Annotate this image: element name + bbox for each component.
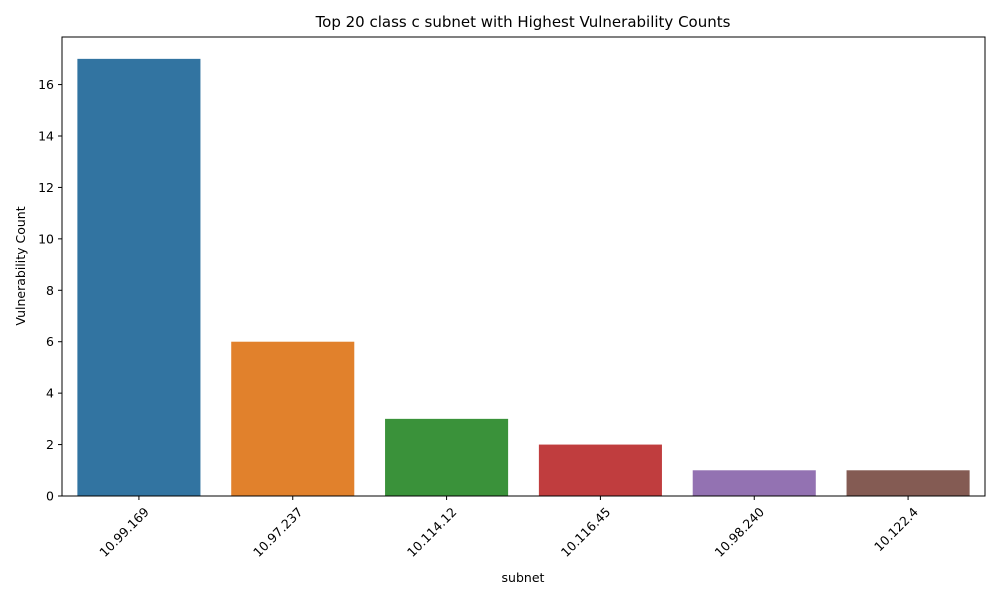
x-tick-label-10.97.237: 10.97.237: [250, 504, 306, 560]
bar-10.98.240: [692, 470, 816, 496]
x-tick-label-10.99.169: 10.99.169: [96, 504, 152, 560]
x-tick-label-10.122.4: 10.122.4: [871, 504, 921, 554]
y-axis-label: Vulnerability Count: [13, 206, 28, 325]
x-tick-label-10.114.12: 10.114.12: [404, 504, 460, 560]
y-tick-label-14: 14: [38, 129, 54, 144]
bar-10.99.169: [77, 58, 201, 496]
y-tick-label-12: 12: [38, 180, 54, 195]
plot-frame: [61, 36, 986, 497]
x-tick-label-10.98.240: 10.98.240: [712, 504, 768, 560]
y-tick-label-16: 16: [38, 77, 54, 92]
y-tick-label-4: 4: [46, 386, 54, 401]
bar-10.97.237: [231, 341, 355, 496]
y-tick-label-2: 2: [46, 437, 54, 452]
x-axis-label: subnet: [502, 570, 545, 585]
bar-10.116.45: [538, 444, 662, 496]
y-tick-label-8: 8: [46, 283, 54, 298]
bar-10.114.12: [385, 418, 509, 496]
x-tick-label-10.116.45: 10.116.45: [558, 504, 614, 560]
bar-10.122.4: [846, 470, 970, 496]
y-tick-label-10: 10: [38, 231, 54, 246]
y-tick-label-6: 6: [46, 334, 54, 349]
y-tick-label-0: 0: [46, 489, 54, 504]
plot-area: 10.99.169 10.97.237 10.114.12 10.116.45 10.9…: [38, 36, 986, 560]
chart-title: Top 20 class c subnet with Highest Vulne…: [315, 13, 731, 31]
